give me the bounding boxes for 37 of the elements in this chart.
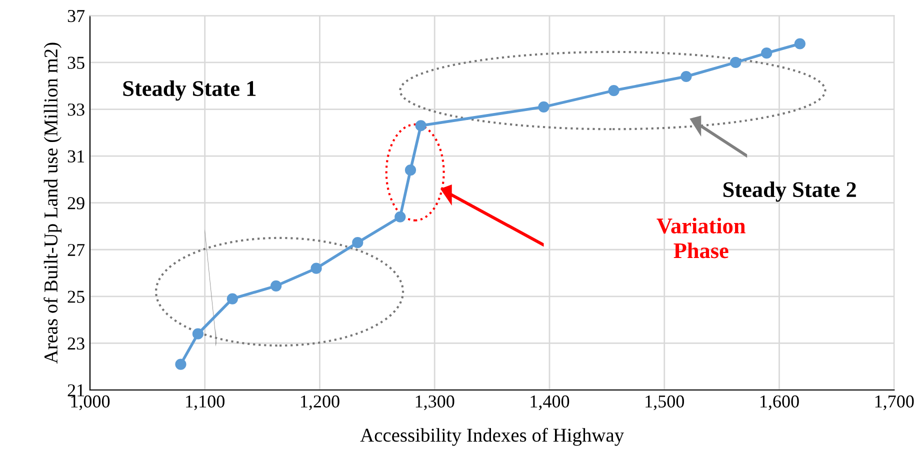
point bbox=[394, 211, 406, 222]
x-tick-label: 1,600 bbox=[760, 395, 799, 410]
y-tick-label: 21 bbox=[68, 384, 84, 396]
point bbox=[310, 262, 322, 274]
point bbox=[270, 280, 282, 292]
point bbox=[608, 84, 620, 96]
x-tick-label: 1,000 bbox=[71, 395, 110, 410]
annotation: Steady State 1 bbox=[123, 80, 256, 101]
x-tick-label: 1,300 bbox=[416, 395, 454, 410]
point bbox=[761, 48, 772, 59]
y-tick-label: 33 bbox=[68, 104, 84, 116]
point bbox=[192, 328, 204, 340]
point bbox=[352, 237, 364, 248]
y-tick-label: 29 bbox=[68, 197, 84, 210]
y-axis-title: Areas of Built-Up Land use (Million m2) bbox=[44, 42, 62, 364]
point bbox=[404, 164, 416, 176]
point bbox=[538, 101, 550, 112]
y-tick-label: 37 bbox=[68, 10, 85, 22]
point bbox=[415, 120, 426, 132]
x-tick-label: 1,100 bbox=[186, 395, 224, 410]
annotation: Steady State 2 bbox=[723, 182, 856, 202]
x-tick-label: 1,700 bbox=[875, 395, 914, 410]
point bbox=[226, 293, 238, 304]
x-axis-title: Accessibility Indexes of Highway bbox=[360, 428, 624, 446]
point bbox=[680, 70, 692, 82]
annotation: Variation Phase bbox=[656, 218, 746, 258]
x-tick-label: 1,400 bbox=[530, 395, 570, 410]
x-tick-label: 1,500 bbox=[646, 395, 684, 410]
y-tick-label: 27 bbox=[68, 244, 85, 256]
point bbox=[175, 358, 186, 370]
point bbox=[730, 56, 742, 68]
y-tick-label: 23 bbox=[68, 338, 84, 350]
x-tick-label: 1,200 bbox=[301, 395, 340, 410]
y-tick-label: 35 bbox=[68, 56, 84, 69]
y-tick-label: 25 bbox=[68, 290, 84, 303]
y-tick-label: 31 bbox=[68, 150, 84, 162]
point bbox=[794, 38, 806, 50]
